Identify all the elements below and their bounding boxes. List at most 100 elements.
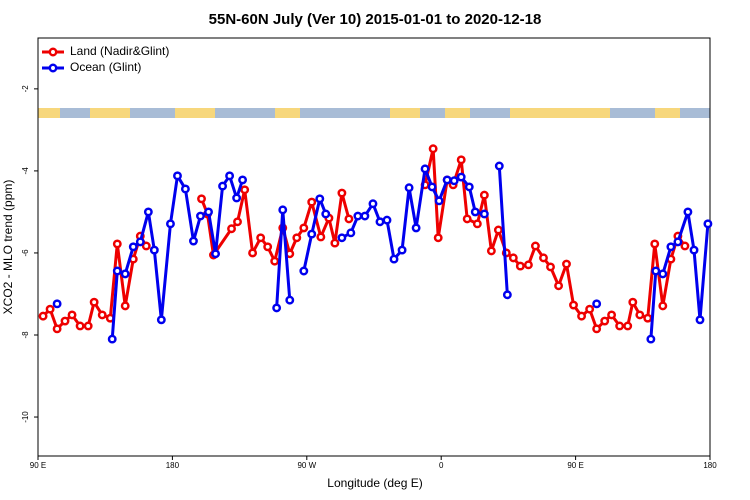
point bbox=[270, 256, 280, 266]
point bbox=[238, 175, 248, 185]
point bbox=[623, 321, 633, 331]
point bbox=[337, 233, 347, 243]
point bbox=[515, 261, 525, 271]
y-tick-label: -6 bbox=[21, 249, 30, 257]
point bbox=[240, 185, 250, 195]
point bbox=[225, 171, 235, 181]
point bbox=[433, 233, 443, 243]
point bbox=[128, 242, 138, 252]
point bbox=[592, 324, 602, 334]
point bbox=[211, 249, 221, 259]
point bbox=[97, 310, 107, 320]
y-tick-label: -10 bbox=[21, 411, 30, 423]
point bbox=[75, 321, 85, 331]
x-axis-label: Longitude (deg E) bbox=[327, 476, 422, 490]
point bbox=[539, 253, 548, 263]
point bbox=[52, 324, 62, 334]
point bbox=[45, 304, 55, 314]
point bbox=[382, 215, 392, 225]
point bbox=[232, 193, 242, 203]
point bbox=[307, 197, 317, 207]
point bbox=[166, 219, 175, 229]
point bbox=[508, 253, 518, 263]
point bbox=[83, 321, 93, 331]
point bbox=[67, 310, 77, 320]
point bbox=[600, 316, 610, 326]
point bbox=[577, 311, 587, 321]
point bbox=[389, 254, 399, 264]
x-tick-label: 90 E bbox=[30, 461, 46, 470]
point bbox=[479, 209, 489, 219]
point bbox=[135, 237, 145, 247]
y-axis-label: XCO2 - MLO trend (ppm) bbox=[1, 180, 15, 315]
point bbox=[180, 184, 190, 194]
point bbox=[523, 260, 533, 270]
point bbox=[299, 223, 309, 233]
point bbox=[673, 237, 683, 247]
point bbox=[569, 300, 578, 310]
point bbox=[299, 266, 309, 276]
point bbox=[615, 321, 625, 331]
point bbox=[470, 207, 480, 217]
point bbox=[434, 196, 444, 206]
point bbox=[592, 299, 602, 309]
point bbox=[38, 311, 48, 321]
point bbox=[397, 245, 407, 255]
point bbox=[316, 232, 326, 242]
point bbox=[646, 334, 656, 344]
point bbox=[272, 303, 282, 313]
y-tick-label: -2 bbox=[21, 85, 30, 93]
legend-marker bbox=[48, 63, 58, 73]
point bbox=[486, 246, 496, 256]
legend-label: Ocean (Glint) bbox=[70, 60, 141, 74]
x-tick-label: 90 E bbox=[567, 461, 583, 470]
point bbox=[546, 262, 555, 272]
point bbox=[650, 239, 660, 249]
point bbox=[141, 241, 151, 251]
point bbox=[456, 155, 466, 165]
point bbox=[189, 236, 198, 246]
y-tick-label: -4 bbox=[21, 167, 30, 175]
point bbox=[112, 266, 122, 276]
point bbox=[52, 299, 62, 309]
point bbox=[173, 171, 182, 181]
point bbox=[315, 194, 325, 204]
point bbox=[479, 190, 489, 200]
point bbox=[502, 290, 512, 300]
point bbox=[562, 259, 571, 269]
point bbox=[368, 199, 378, 209]
point bbox=[233, 217, 242, 227]
chart-title: 55N-60N July (Ver 10) 2015-01-01 to 2020… bbox=[209, 11, 542, 28]
y-tick-label: -8 bbox=[21, 331, 30, 339]
point bbox=[607, 310, 617, 320]
point bbox=[346, 228, 356, 238]
legend-label: Land (Nadir&Glint) bbox=[70, 44, 169, 58]
point bbox=[680, 241, 690, 251]
point bbox=[89, 297, 99, 307]
point bbox=[683, 207, 693, 217]
point bbox=[472, 219, 482, 229]
point bbox=[149, 245, 159, 255]
point bbox=[256, 233, 266, 243]
point bbox=[112, 239, 122, 249]
point bbox=[107, 334, 117, 344]
point bbox=[292, 233, 302, 243]
x-tick-label: 180 bbox=[166, 461, 180, 470]
point bbox=[703, 219, 713, 229]
point bbox=[353, 211, 363, 221]
point bbox=[554, 281, 564, 291]
point bbox=[248, 248, 258, 258]
point bbox=[227, 224, 236, 234]
point bbox=[321, 209, 331, 219]
point bbox=[143, 207, 153, 217]
point bbox=[411, 223, 421, 233]
point bbox=[330, 238, 340, 248]
point bbox=[635, 310, 645, 320]
x-tick-label: 0 bbox=[439, 461, 444, 470]
point bbox=[643, 313, 653, 323]
point bbox=[449, 176, 459, 186]
point bbox=[456, 172, 466, 182]
point bbox=[278, 205, 288, 215]
point bbox=[156, 315, 166, 325]
point bbox=[585, 304, 595, 314]
